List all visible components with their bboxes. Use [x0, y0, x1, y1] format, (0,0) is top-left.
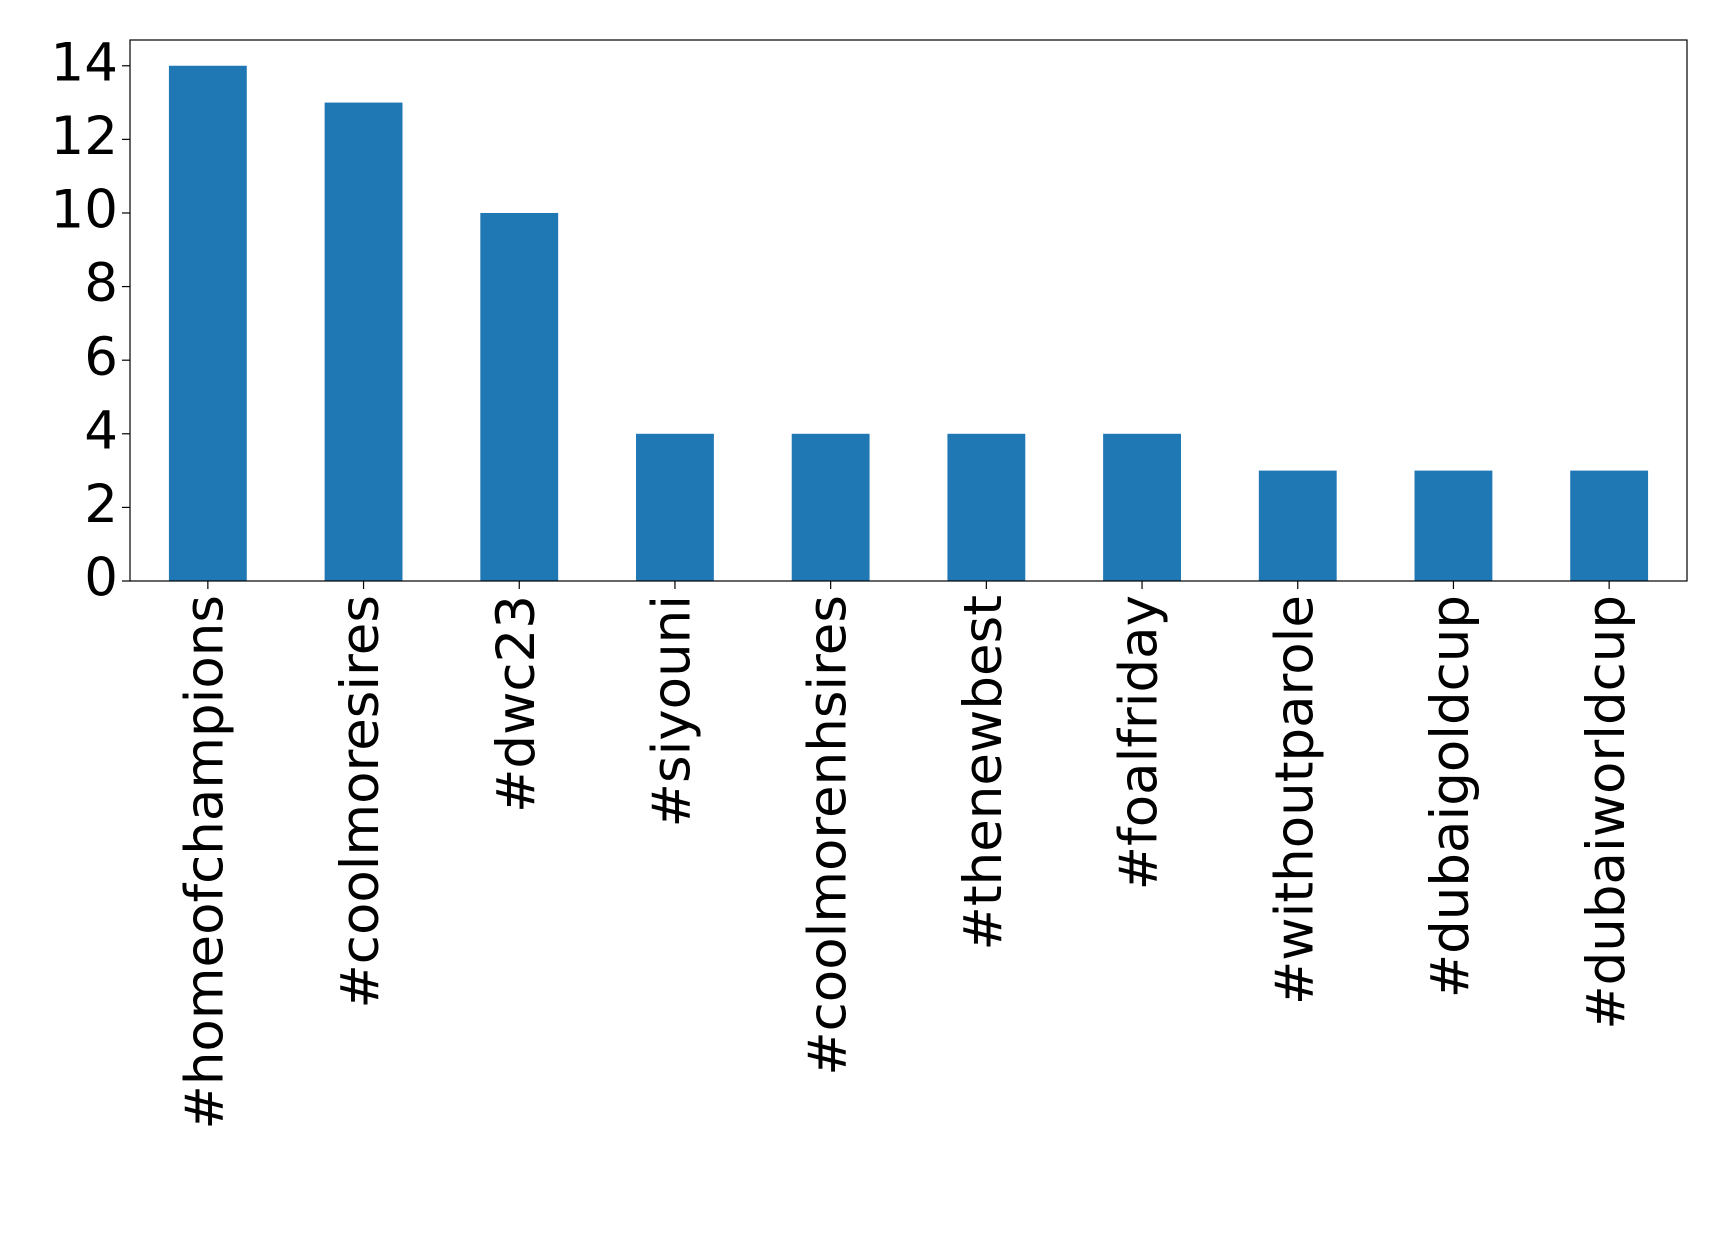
x-tick-label: #siyouni	[642, 595, 703, 827]
y-tick-label: 2	[84, 474, 118, 535]
x-tick-label: #foalfriday	[1109, 595, 1170, 890]
y-tick-label: 12	[51, 106, 118, 167]
bar	[1258, 470, 1337, 581]
y-tick-label: 14	[51, 32, 118, 93]
x-tick-label: #coolmorenhsires	[797, 595, 858, 1076]
bar	[324, 102, 403, 581]
plot-frame	[129, 39, 1688, 582]
y-tick-label: 10	[51, 180, 118, 241]
x-tick-label: #thenewbest	[953, 595, 1014, 951]
bar	[947, 433, 1026, 581]
bar	[791, 433, 870, 581]
x-tick-label: #coolmoresires	[330, 595, 391, 1009]
y-tick-label: 6	[84, 327, 118, 388]
bar	[1414, 470, 1493, 581]
y-tick-label: 8	[84, 253, 118, 314]
y-tick-label: 4	[84, 400, 118, 461]
bar	[1103, 433, 1181, 581]
bar	[636, 433, 714, 581]
bar	[480, 212, 559, 582]
x-tick-label: #withoutparole	[1264, 595, 1325, 1005]
y-tick-label: 0	[84, 548, 118, 609]
bar	[168, 65, 247, 581]
x-tick-label: #dwc23	[486, 595, 547, 813]
bar	[1570, 470, 1649, 581]
x-tick-label: #dubaiworldcup	[1576, 595, 1637, 1030]
x-tick-label: #dubaigoldcup	[1420, 595, 1481, 998]
x-tick-label: #homeofchampions	[174, 595, 235, 1130]
